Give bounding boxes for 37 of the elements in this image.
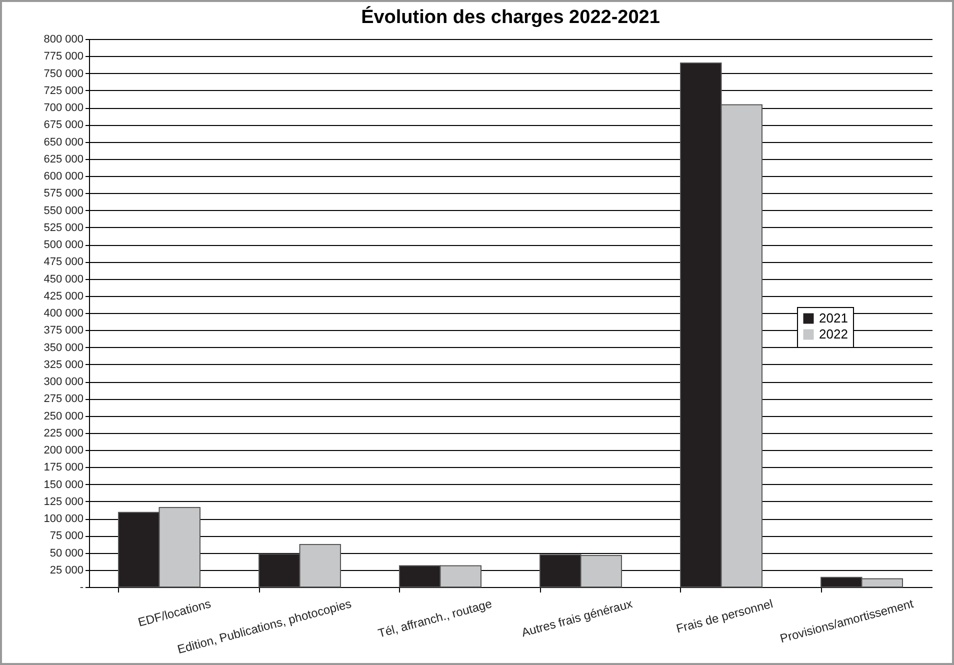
y-tick-label: 550 000 xyxy=(44,204,84,217)
y-tick-label: 400 000 xyxy=(44,308,84,320)
y-tick-label: 575 000 xyxy=(44,188,84,200)
y-tick-label: 175 000 xyxy=(44,462,84,474)
y-tick-label: 350 000 xyxy=(44,342,84,354)
y-tick-label: - xyxy=(80,582,84,594)
y-tick-label: 300 000 xyxy=(44,376,84,388)
legend-label: 2021 xyxy=(819,310,848,326)
x-tick-label: Tél, affranch., routage xyxy=(376,596,494,640)
y-tick-label: 50 000 xyxy=(50,547,84,560)
y-tick-label: 100 000 xyxy=(44,513,84,525)
y-tick-label: 75 000 xyxy=(50,530,84,542)
y-tick-label: 375 000 xyxy=(44,324,84,337)
y-tick-label: 325 000 xyxy=(44,358,84,371)
y-tick-label: 675 000 xyxy=(44,119,84,132)
y-tick-label: 750 000 xyxy=(44,68,84,80)
legend-label: 2022 xyxy=(819,326,848,342)
y-tick-label: 225 000 xyxy=(44,427,84,440)
y-tick-label: 725 000 xyxy=(44,84,84,97)
y-tick-label: 500 000 xyxy=(44,239,84,251)
y-tick-label: 600 000 xyxy=(44,170,84,182)
y-tick-label: 450 000 xyxy=(44,273,84,286)
y-tick-label: 625 000 xyxy=(44,153,84,166)
chart-title: Évolution des charges 2022-2021 xyxy=(361,6,660,28)
y-tick-label: 425 000 xyxy=(44,290,84,302)
y-tick-label: 775 000 xyxy=(44,50,84,63)
y-tick-label: 25 000 xyxy=(50,564,84,576)
y-tick-label: 475 000 xyxy=(44,256,84,268)
y-tick-label: 700 000 xyxy=(44,102,84,114)
y-tick-label: 125 000 xyxy=(44,496,84,508)
y-tick-label: 650 000 xyxy=(44,136,84,148)
y-tick-label: 250 000 xyxy=(44,410,84,422)
y-tick-label: 800 000 xyxy=(44,34,84,46)
y-tick-label: 275 000 xyxy=(44,393,84,406)
y-tick-label: 200 000 xyxy=(44,444,84,456)
y-tick-label: 525 000 xyxy=(44,222,84,234)
y-tick-label: 150 000 xyxy=(44,478,84,491)
